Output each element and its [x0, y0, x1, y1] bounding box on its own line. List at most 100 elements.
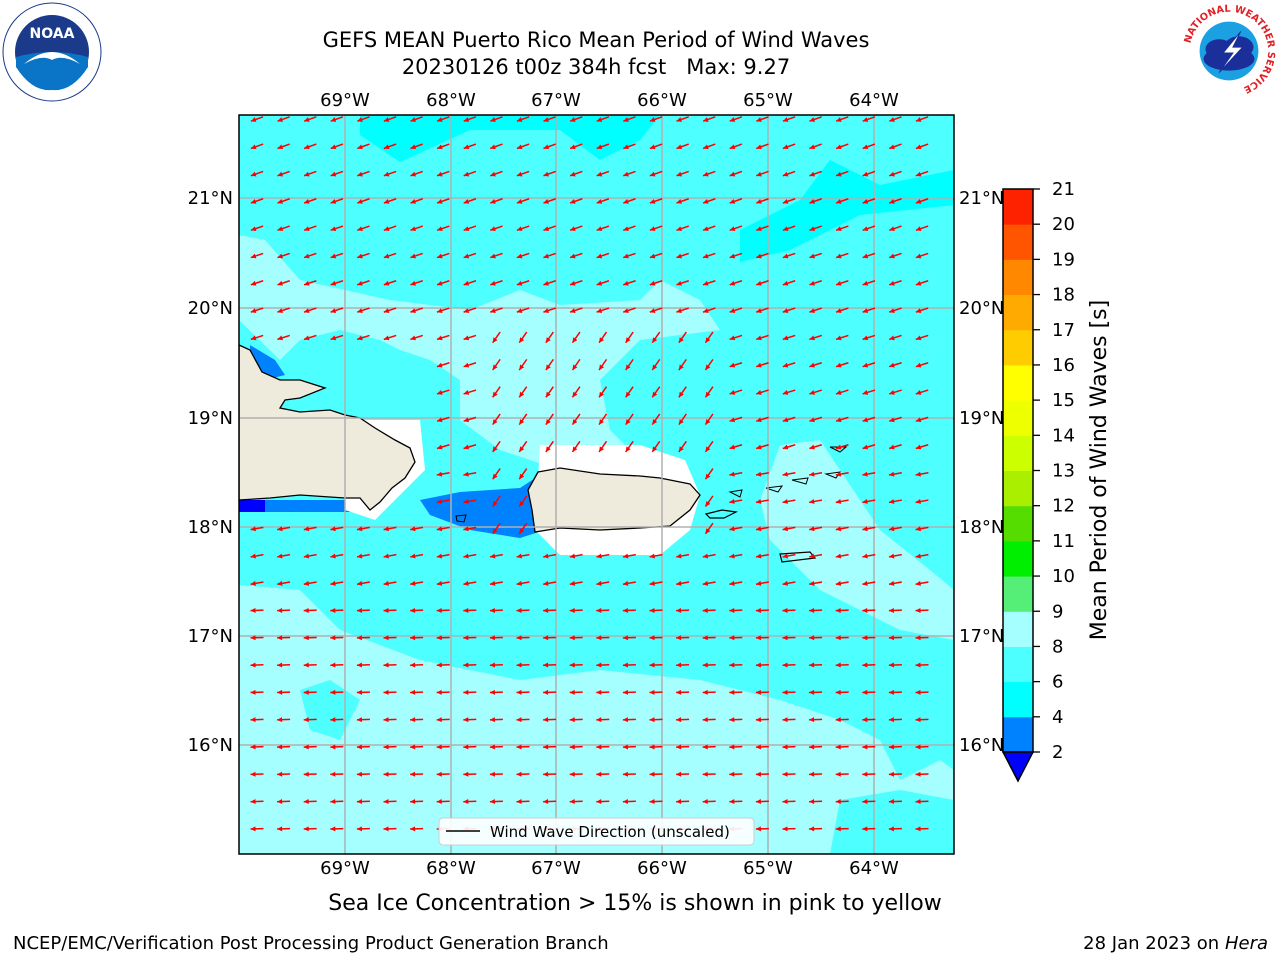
- wind-arrow-head: [383, 526, 389, 532]
- wind-arrow-head: [889, 253, 895, 259]
- lat-label-left: 16°N: [188, 735, 233, 756]
- wind-arrow-head: [436, 553, 443, 559]
- wind-arrow-head: [436, 744, 442, 750]
- wind-arrow-head: [489, 580, 496, 586]
- wind-arrow-head: [410, 226, 416, 232]
- wind-arrow-head: [330, 199, 337, 204]
- wind-arrow-head: [596, 144, 603, 150]
- wind-arrow-head: [809, 526, 815, 532]
- wind-arrow-head: [436, 771, 442, 777]
- wind-arrow-head: [543, 689, 549, 695]
- puerto-rico-land: [527, 467, 701, 533]
- wind-arrow-head: [545, 391, 551, 398]
- wind-arrow-head: [303, 826, 309, 832]
- lon-label-bottom: 68°W: [426, 858, 476, 879]
- wind-arrow-head: [835, 799, 841, 805]
- wind-arrow-head: [569, 662, 575, 668]
- wind-arrow-head: [888, 799, 894, 805]
- wind-arrow-head: [755, 689, 761, 695]
- lat-label-right: 17°N: [959, 626, 1004, 647]
- wind-arrow-head: [519, 446, 525, 452]
- wind-arrow-head: [356, 717, 362, 723]
- wind-arrow-head: [463, 662, 469, 668]
- wind-arrow-head: [782, 826, 788, 832]
- wind-arrow-head: [463, 280, 470, 286]
- wind-arrow-head: [649, 635, 655, 641]
- wind-arrow-head: [862, 280, 869, 286]
- wind-arrow-head: [463, 799, 469, 805]
- wind-arrow-head: [543, 607, 549, 613]
- wind-arrow-head: [809, 253, 815, 259]
- wind-arrow-head: [410, 335, 416, 341]
- wind-arrow-head: [835, 580, 842, 586]
- wind-arrow-head: [625, 337, 631, 343]
- wind-arrow-head: [519, 528, 525, 534]
- wind-arrow-head: [755, 471, 762, 477]
- wind-arrow-head: [678, 391, 684, 398]
- wind-arrow-head: [277, 662, 283, 668]
- wind-arrow-head: [835, 717, 841, 723]
- wind-arrow-head: [492, 337, 498, 343]
- wind-arrow-head: [277, 607, 283, 613]
- wind-arrow-head: [888, 526, 895, 532]
- wind-arrow-head: [463, 117, 470, 122]
- wind-arrow-head: [383, 717, 389, 723]
- colorbar-tick-label: 15: [1052, 390, 1075, 411]
- wind-arrow-head: [516, 308, 523, 313]
- wind-arrow-head: [622, 689, 628, 695]
- wind-arrow-head: [649, 553, 655, 559]
- wind-arrow-head: [915, 553, 921, 559]
- wind-arrow-head: [436, 635, 442, 641]
- wind-arrow-head: [915, 826, 921, 832]
- wind-arrow-head: [436, 471, 443, 477]
- st-croix-island: [779, 551, 817, 563]
- wind-arrow-head: [755, 553, 762, 559]
- wind-arrow-head: [702, 744, 708, 750]
- wind-arrow-head: [570, 171, 576, 177]
- wind-arrow-head: [889, 226, 895, 232]
- wind-arrow-head: [545, 337, 551, 343]
- wind-arrow-head: [543, 662, 549, 668]
- wind-arrow-head: [437, 362, 443, 368]
- wind-arrow-head: [410, 744, 416, 750]
- wind-arrow-head: [705, 500, 711, 507]
- wind-arrow-head: [809, 444, 815, 450]
- wind-arrow-head: [782, 635, 788, 641]
- colorbar-segment: [1003, 576, 1033, 612]
- wind-arrow-head: [649, 771, 655, 777]
- wind-arrow-head: [516, 144, 523, 150]
- wind-arrow-head: [676, 689, 682, 695]
- wind-arrow-head: [463, 744, 469, 750]
- wind-arrow-head: [356, 635, 362, 641]
- wind-arrow-head: [676, 799, 682, 805]
- wind-arrow-head: [622, 717, 628, 723]
- wind-arrow-head: [436, 717, 442, 723]
- wind-arrow-head: [729, 362, 736, 368]
- wind-arrow-head: [596, 744, 602, 750]
- wind-arrow-head: [330, 144, 337, 150]
- wind-arrow-head: [649, 253, 656, 259]
- wind-arrow-head: [410, 717, 416, 723]
- wind-arrow-head: [357, 171, 363, 177]
- wind-arrow-head: [756, 280, 762, 286]
- wind-arrow-head: [489, 607, 495, 613]
- colorbar: [1003, 189, 1033, 753]
- wind-arrow-head: [782, 580, 788, 586]
- lat-label-right: 20°N: [959, 298, 1004, 319]
- wind-arrow-head: [489, 717, 495, 723]
- wind-arrow-head: [625, 419, 631, 425]
- lat-label-right: 21°N: [959, 188, 1004, 209]
- wind-arrow-head: [250, 199, 257, 204]
- lat-label-left: 20°N: [188, 298, 233, 319]
- map-area: [239, 115, 954, 854]
- lat-label-left: 19°N: [188, 408, 233, 429]
- wind-arrow-head: [835, 607, 841, 613]
- wind-arrow-head: [357, 308, 363, 313]
- wind-arrow-head: [436, 444, 443, 450]
- wind-arrow-head: [303, 689, 309, 695]
- wind-arrow-head: [596, 308, 603, 313]
- wind-arrow-head: [703, 199, 709, 204]
- wind-arrow-head: [436, 498, 443, 504]
- wind-arrow-head: [729, 689, 735, 695]
- wind-arrow-head: [545, 446, 551, 452]
